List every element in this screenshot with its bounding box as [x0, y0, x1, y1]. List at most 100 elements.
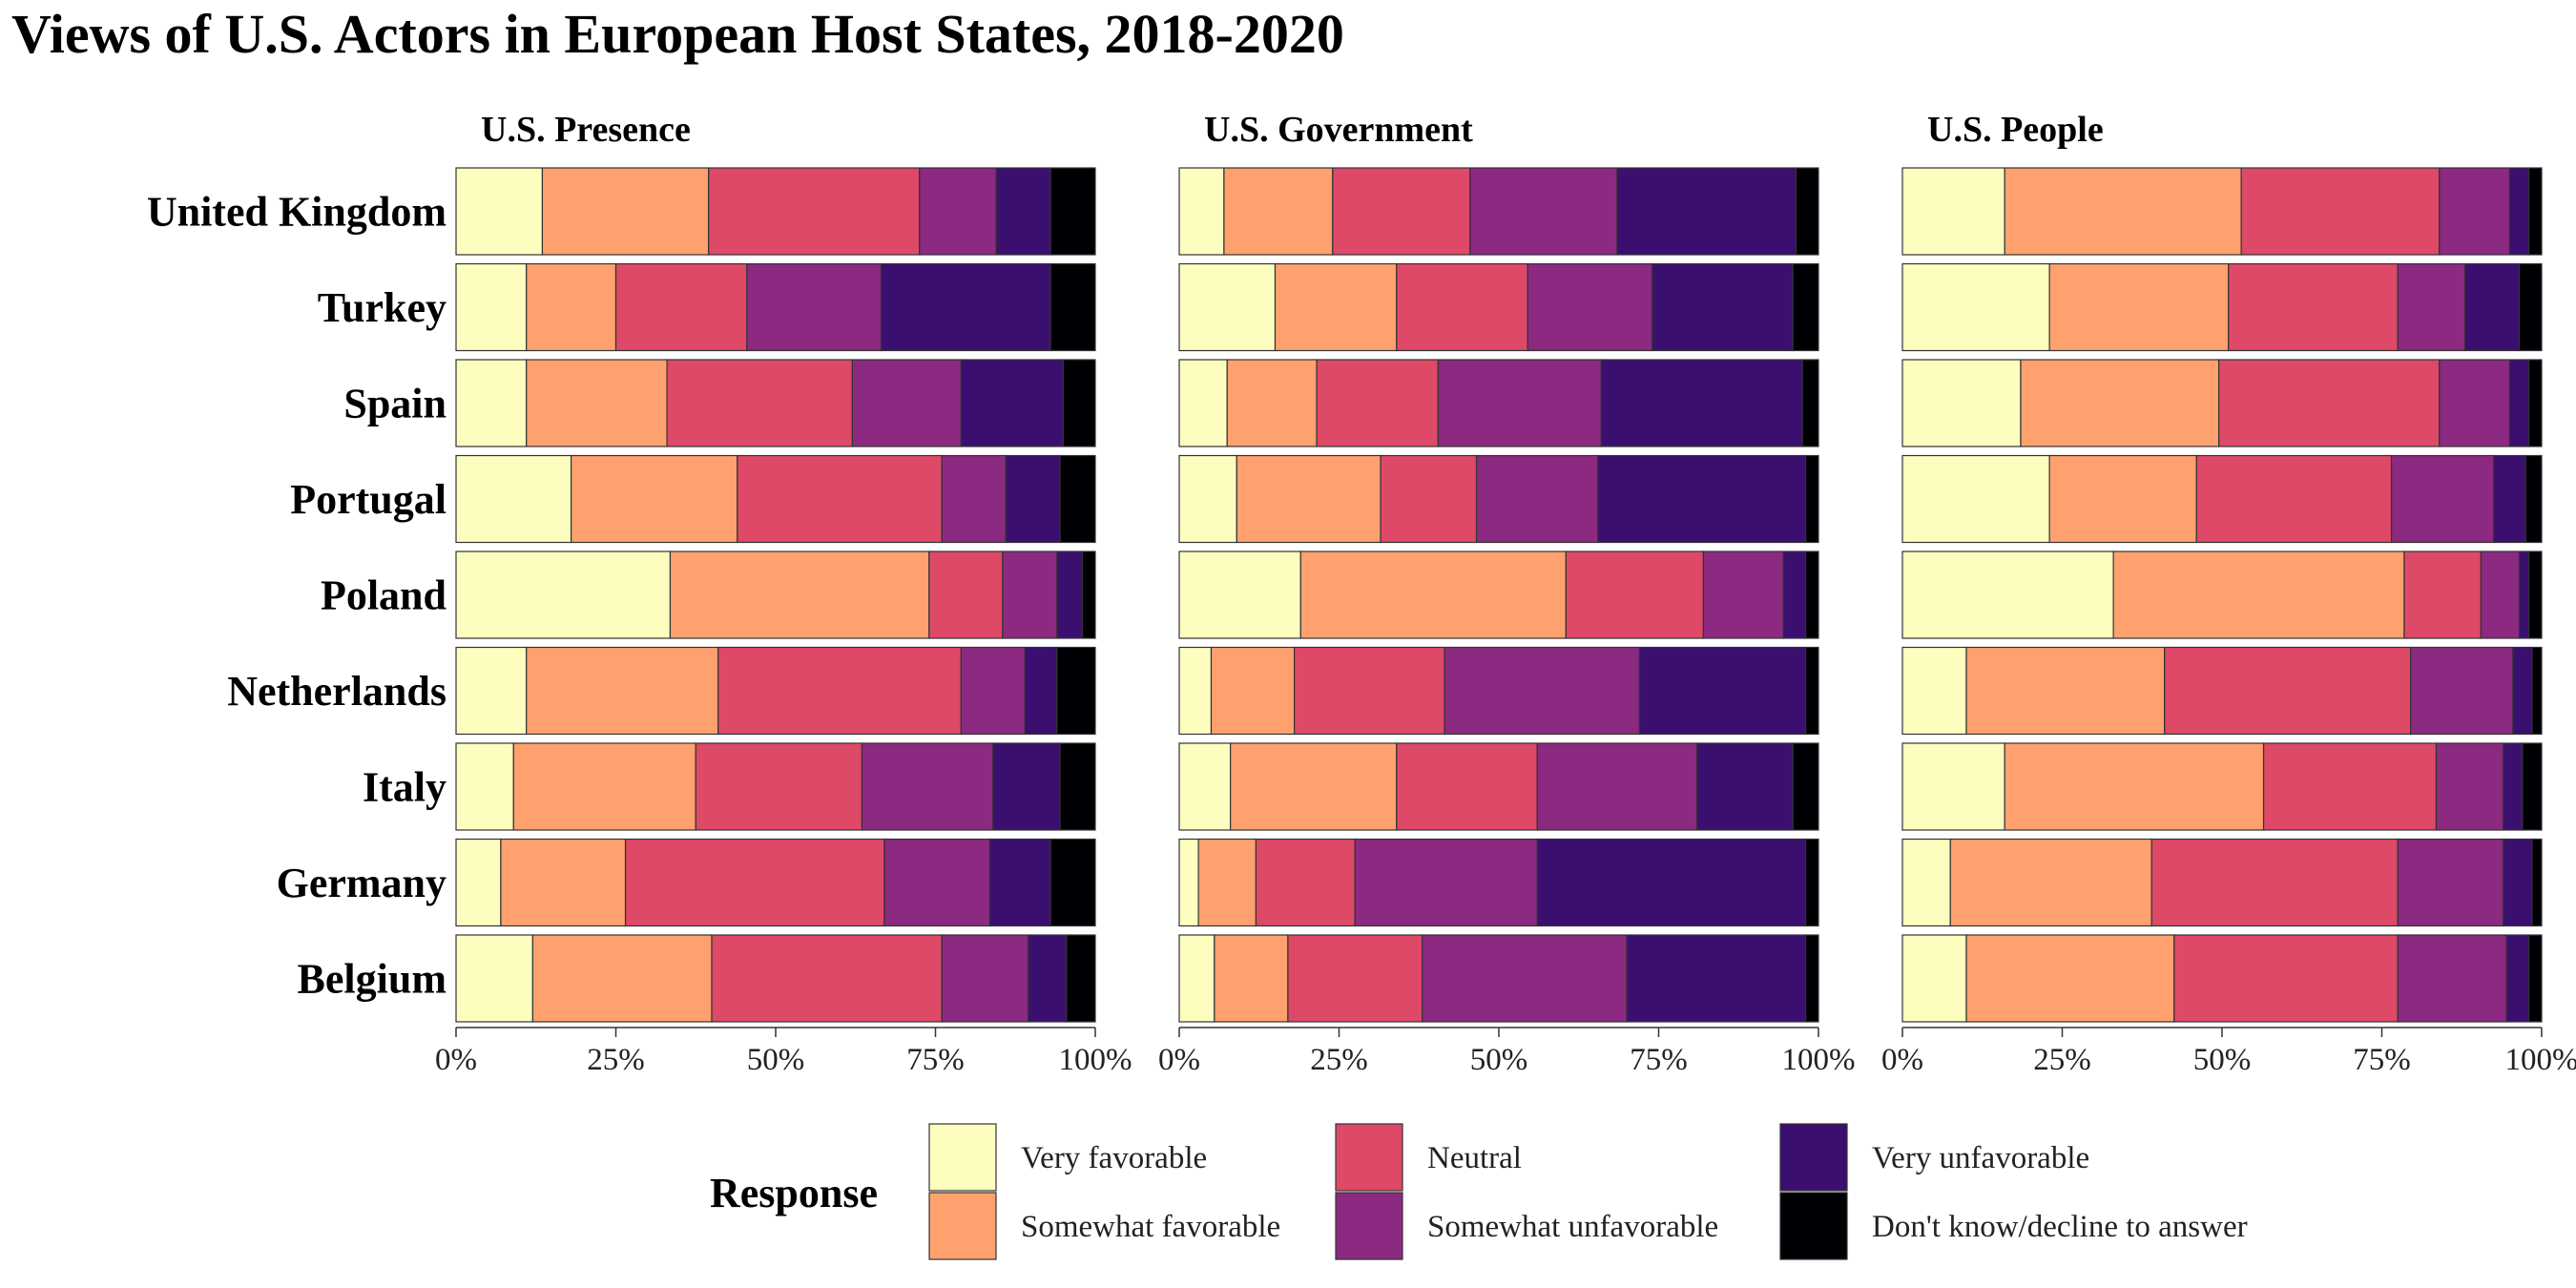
bar-segment-belgium-very-unfavorable	[1626, 934, 1807, 1023]
bar-segment-belgium-don-t-know-decline-to-answer	[2528, 934, 2543, 1023]
bar-segment-belgium-very-favorable	[1178, 934, 1215, 1023]
bar-segment-turkey-somewhat-unfavorable	[746, 262, 883, 352]
bar-segment-portugal-very-unfavorable	[1597, 454, 1807, 544]
legend-label: Very favorable	[1021, 1141, 1207, 1175]
bar-segment-turkey-don-t-know-decline-to-answer	[1792, 262, 1819, 352]
bar-segment-netherlands-neutral	[717, 646, 962, 736]
bar-segment-spain-very-favorable	[1901, 359, 2022, 447]
bar-segment-portugal-neutral	[1380, 454, 1478, 544]
bar-segment-poland-don-t-know-decline-to-answer	[1081, 551, 1096, 639]
bar-segment-portugal-very-favorable	[1901, 454, 2050, 544]
bar-segment-italy-very-favorable	[1901, 742, 2005, 831]
bar-segment-netherlands-very-unfavorable	[1024, 646, 1058, 736]
bar-segment-germany-neutral	[2150, 838, 2399, 927]
bar-segment-turkey-somewhat-favorable	[526, 262, 617, 352]
bar-segment-turkey-neutral	[2228, 262, 2399, 352]
bar-segment-italy-somewhat-unfavorable	[861, 742, 994, 831]
bar-segment-poland-very-favorable	[1178, 551, 1301, 639]
bar-segment-germany-neutral	[1255, 838, 1356, 927]
bar-segment-spain-somewhat-unfavorable	[2439, 359, 2511, 447]
panel-u-s-government: U.S. Government 0% 25% 50% 75% 100%	[1158, 110, 1856, 1077]
bar-segment-turkey-very-favorable	[1901, 262, 2050, 352]
bar-segment-united-kingdom-very-unfavorable	[1616, 167, 1797, 256]
bar-segment-italy-neutral	[1396, 742, 1538, 831]
bar-segment-united-kingdom-somewhat-unfavorable	[1469, 167, 1618, 256]
bar-segment-italy-very-unfavorable	[992, 742, 1061, 831]
bar-segment-belgium-somewhat-favorable	[531, 934, 713, 1023]
bar-segment-netherlands-somewhat-favorable	[526, 646, 719, 736]
bar-segment-belgium-very-unfavorable	[1028, 934, 1068, 1023]
bar-segment-portugal-somewhat-unfavorable	[2390, 454, 2495, 544]
bar-segment-netherlands-don-t-know-decline-to-answer	[1804, 646, 1819, 736]
bar-segment-turkey-very-favorable	[455, 262, 528, 352]
bar-segment-spain-neutral	[666, 359, 853, 447]
bar-segment-germany-neutral	[624, 838, 885, 927]
bar-segment-turkey-neutral	[614, 262, 748, 352]
bar-segment-portugal-very-unfavorable	[2493, 454, 2526, 544]
bar-segment-turkey-somewhat-favorable	[1274, 262, 1398, 352]
bar-segment-spain-neutral	[2218, 359, 2441, 447]
bar-segment-germany-very-favorable	[1901, 838, 1951, 927]
bar-segment-united-kingdom-very-favorable	[1901, 167, 2005, 256]
bar-segment-germany-somewhat-unfavorable	[883, 838, 991, 927]
bar-segment-belgium-very-favorable	[1901, 934, 1967, 1023]
legend-title: Response	[710, 1170, 878, 1216]
bar-segment-turkey-somewhat-unfavorable	[2397, 262, 2466, 352]
bar-segment-netherlands-neutral	[1293, 646, 1445, 736]
bar-segment-germany-don-t-know-decline-to-answer	[1804, 838, 1819, 927]
bar-segment-turkey-don-t-know-decline-to-answer	[2518, 262, 2543, 352]
legend: Response Very favorable Somewhat favorabl…	[710, 1123, 2248, 1260]
bar-segment-italy-somewhat-unfavorable	[2435, 742, 2504, 831]
bar-segment-italy-very-unfavorable	[1696, 742, 1794, 831]
bar-segment-portugal-don-t-know-decline-to-answer	[1059, 454, 1096, 544]
category-label-turkey: Turkey	[318, 284, 447, 331]
bar-segment-portugal-somewhat-favorable	[1236, 454, 1381, 544]
x-tick-label: 0%	[1881, 1043, 1923, 1077]
bar-segment-united-kingdom-somewhat-unfavorable	[2439, 167, 2511, 256]
bar-segment-portugal-somewhat-favorable	[2048, 454, 2197, 544]
bar-segment-spain-somewhat-unfavorable	[1437, 359, 1602, 447]
bar-segment-spain-somewhat-unfavorable	[851, 359, 962, 447]
bar-segment-spain-somewhat-favorable	[1226, 359, 1318, 447]
bar-segment-belgium-neutral	[2173, 934, 2399, 1023]
bar-segment-united-kingdom-very-unfavorable	[995, 167, 1051, 256]
bar-segment-united-kingdom-somewhat-favorable	[2004, 167, 2242, 256]
legend-label: Very unfavorable	[1872, 1141, 2089, 1175]
category-label-portugal: Portugal	[290, 476, 447, 523]
legend-key	[928, 1123, 997, 1192]
bar-segment-united-kingdom-very-favorable	[455, 167, 544, 256]
bar-segment-turkey-neutral	[1396, 262, 1528, 352]
bar-segment-poland-very-favorable	[455, 551, 672, 639]
chart-title: Views of U.S. Actors in European Host St…	[11, 3, 1344, 65]
bar-segment-italy-very-unfavorable	[2503, 742, 2524, 831]
bar-segment-netherlands-somewhat-unfavorable	[960, 646, 1026, 736]
legend-key	[1779, 1123, 1848, 1192]
bar-segment-portugal-don-t-know-decline-to-answer	[2524, 454, 2543, 544]
legend-label: Somewhat unfavorable	[1427, 1210, 1718, 1244]
bar-segment-spain-very-favorable	[455, 359, 528, 447]
bar-segment-poland-neutral	[2403, 551, 2482, 639]
legend-key	[1335, 1192, 1403, 1260]
x-tick-label: 0%	[1158, 1043, 1200, 1077]
x-tick-label: 100%	[2505, 1043, 2576, 1077]
bar-segment-belgium-neutral	[1287, 934, 1423, 1023]
bar-segment-italy-somewhat-favorable	[512, 742, 696, 831]
bar-segment-netherlands-very-favorable	[1178, 646, 1213, 736]
bar-segment-united-kingdom-very-unfavorable	[2508, 167, 2530, 256]
bar-segment-netherlands-very-unfavorable	[2512, 646, 2533, 736]
bar-segment-netherlands-somewhat-unfavorable	[2410, 646, 2514, 736]
bar-segment-spain-don-t-know-decline-to-answer	[1801, 359, 1819, 447]
bar-segment-netherlands-very-unfavorable	[1638, 646, 1807, 736]
panel-title: U.S. People	[1927, 110, 2104, 150]
bar-segment-germany-somewhat-favorable	[1949, 838, 2152, 927]
bar-segment-poland-somewhat-unfavorable	[2480, 551, 2521, 639]
bar-segment-spain-very-unfavorable	[1600, 359, 1803, 447]
bar-segment-united-kingdom-don-t-know-decline-to-answer	[1049, 167, 1096, 256]
bar-segment-poland-somewhat-favorable	[669, 551, 930, 639]
x-tick-label: 50%	[747, 1043, 805, 1077]
bar-segment-poland-neutral	[1565, 551, 1704, 639]
bar-segment-belgium-somewhat-unfavorable	[2397, 934, 2507, 1023]
bar-segment-poland-very-unfavorable	[1782, 551, 1807, 639]
bar-segment-turkey-very-favorable	[1178, 262, 1277, 352]
